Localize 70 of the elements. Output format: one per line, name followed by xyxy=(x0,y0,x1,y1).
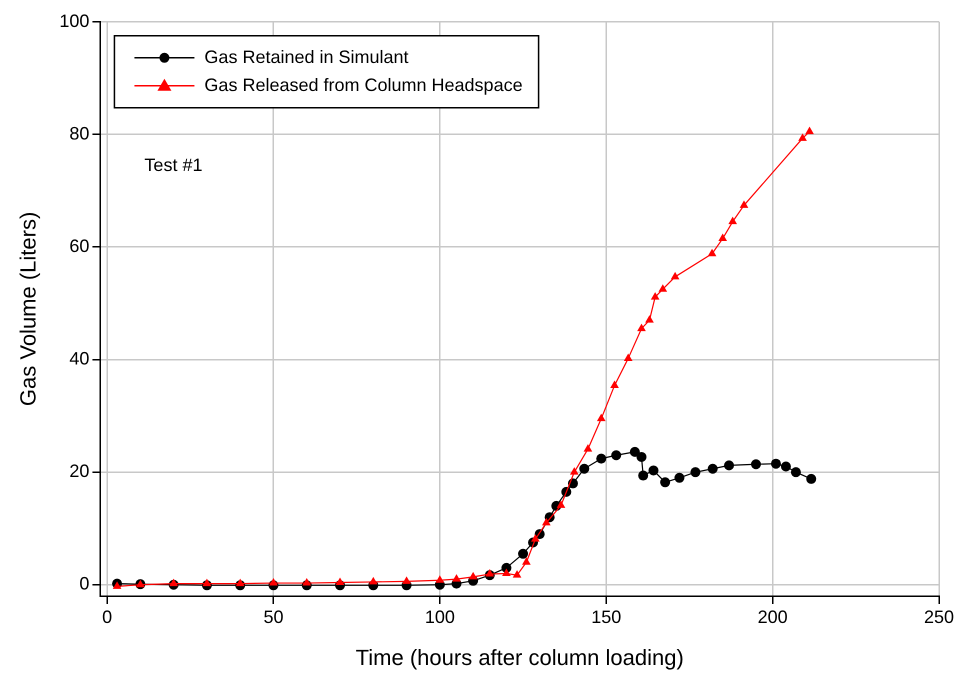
point xyxy=(770,458,781,469)
point xyxy=(670,272,680,280)
point xyxy=(740,200,748,208)
point xyxy=(660,477,670,488)
point xyxy=(798,133,807,141)
point xyxy=(718,234,728,242)
point xyxy=(302,578,312,586)
point xyxy=(750,459,761,470)
point xyxy=(522,557,531,565)
y-tick-label: 80 xyxy=(69,123,90,144)
point xyxy=(531,534,540,542)
point xyxy=(674,472,684,483)
y-tick-label: 40 xyxy=(69,348,90,369)
point xyxy=(728,216,738,224)
point xyxy=(724,460,734,470)
point xyxy=(806,474,816,484)
point xyxy=(610,380,619,388)
legend-label: Gas Retained in Simulant xyxy=(204,46,409,67)
point xyxy=(468,572,478,580)
point xyxy=(637,324,646,332)
point xyxy=(368,576,378,584)
point xyxy=(502,568,511,576)
point xyxy=(570,467,579,475)
point xyxy=(112,581,122,589)
point xyxy=(512,570,522,578)
point xyxy=(202,578,212,586)
point xyxy=(485,569,494,577)
point xyxy=(518,548,528,559)
legend-label: Gas Released from Column Headspace xyxy=(204,74,523,95)
y-tick-label: 20 xyxy=(69,461,90,482)
x-tick-label: 250 xyxy=(924,606,954,627)
x-axis-title: Time (hours after column loading) xyxy=(356,644,684,670)
y-tick-label: 60 xyxy=(69,236,90,256)
point xyxy=(624,353,633,361)
point xyxy=(556,500,566,508)
x-tick-label: 100 xyxy=(424,606,455,627)
point xyxy=(658,284,668,292)
point xyxy=(708,248,716,256)
point xyxy=(236,578,245,586)
point xyxy=(269,578,278,586)
point xyxy=(452,574,461,582)
annotation: Test #1 xyxy=(144,154,202,175)
point xyxy=(708,464,718,474)
point xyxy=(579,464,590,474)
x-tick-label: 50 xyxy=(263,606,284,627)
x-tick-label: 150 xyxy=(591,606,622,627)
x-tick-label: 200 xyxy=(758,606,788,627)
y-axis-title: Gas Volume (Liters) xyxy=(15,212,40,406)
point xyxy=(630,446,640,457)
x-tick-label: 0 xyxy=(102,606,112,627)
point xyxy=(611,450,622,460)
point xyxy=(584,444,592,452)
point xyxy=(638,470,648,481)
point xyxy=(780,462,791,472)
point xyxy=(596,454,606,464)
y-tick-label: 0 xyxy=(79,574,90,594)
y-tick-label: 100 xyxy=(59,10,90,31)
point xyxy=(790,467,801,478)
point xyxy=(648,465,658,476)
point xyxy=(402,576,411,584)
point xyxy=(650,292,660,300)
point xyxy=(645,315,654,323)
point xyxy=(596,414,606,422)
point xyxy=(690,467,700,478)
point xyxy=(336,577,344,585)
point xyxy=(636,452,647,462)
point xyxy=(805,126,814,134)
point xyxy=(542,518,551,526)
point xyxy=(436,575,444,583)
point xyxy=(169,578,178,586)
